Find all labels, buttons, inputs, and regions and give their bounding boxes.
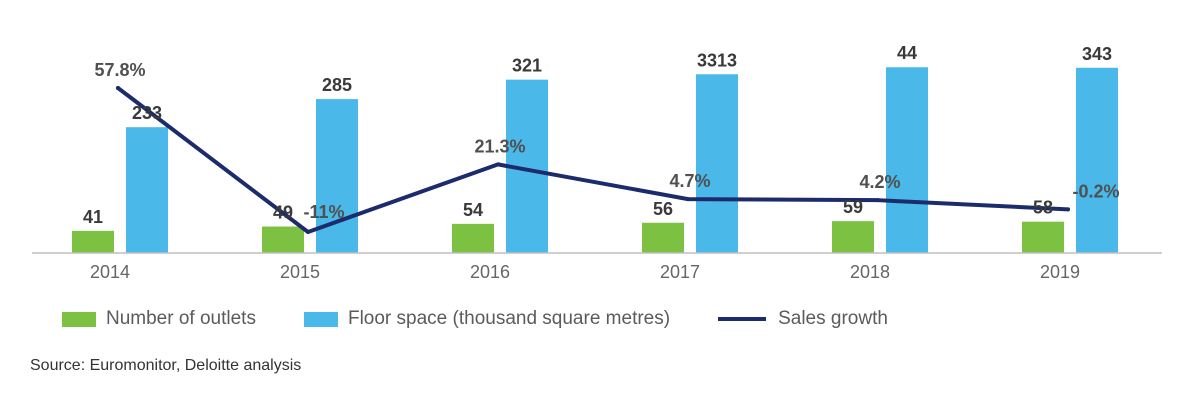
legend-item-floor-space: Floor space (thousand square metres) <box>303 308 671 330</box>
tick-label-2017: 2017 <box>660 262 700 282</box>
label-outlets-2018: 59 <box>843 197 863 217</box>
legend-label-floor-space: Floor space (thousand square metres) <box>347 308 671 329</box>
line-sales-growth <box>116 86 1070 234</box>
label-sales-growth-2016: 21.3% <box>474 136 525 156</box>
legend-swatch-sales-growth <box>718 317 767 321</box>
combo-chart: 2014 2015 2016 2017 2018 2019 41 233 49 285 54 321… <box>32 43 1162 282</box>
bar-outlets-2018 <box>832 221 874 253</box>
legend-swatch-outlets <box>62 311 96 327</box>
label-sales-growth-2017: 4.7% <box>669 171 710 191</box>
bar-floor-space-2018 <box>886 67 928 254</box>
point-sales-growth-2019 <box>1066 207 1070 212</box>
label-floor-space-2019: 343 <box>1082 44 1112 64</box>
data-labels: 41 233 49 285 54 321 56 3313 59 44 58 343 57.8% -11% 2… <box>83 43 1120 227</box>
legend-item-sales-growth: Sales growth <box>718 308 888 330</box>
label-outlets-2016: 54 <box>463 200 483 220</box>
tick-label-2016: 2016 <box>470 262 510 282</box>
legend: Number of outlets Floor space (thousand … <box>62 306 936 332</box>
label-outlets-2019: 58 <box>1033 198 1053 218</box>
point-sales-growth-2015 <box>306 230 310 234</box>
point-sales-growth-2017 <box>686 197 690 202</box>
label-sales-growth-2019: -0.2% <box>1072 181 1119 201</box>
point-sales-growth-2018 <box>876 198 880 203</box>
bar-outlets-2014 <box>72 230 114 253</box>
bar-floor-space-2019 <box>1076 67 1118 253</box>
bar-outlets-2019 <box>1022 221 1064 253</box>
legend-item-outlets: Number of outlets <box>62 308 256 330</box>
legend-label-sales-growth: Sales growth <box>778 308 888 329</box>
x-axis-ticks: 2014 2015 2016 2017 2018 2019 <box>90 262 1080 282</box>
tick-label-2018: 2018 <box>850 262 890 282</box>
source-note: Source: Euromonitor, Deloitte analysis <box>30 357 302 374</box>
legend-label-outlets: Number of outlets <box>106 308 256 329</box>
tick-label-2015: 2015 <box>280 262 320 282</box>
label-sales-growth-2015: -11% <box>303 202 344 222</box>
tick-label-2014: 2014 <box>90 262 130 282</box>
tick-label-2019: 2019 <box>1040 262 1080 282</box>
label-floor-space-2018: 44 <box>897 43 917 63</box>
point-sales-growth-2014 <box>116 86 120 90</box>
bar-floor-space-2015 <box>316 99 358 253</box>
bar-floor-space-2014 <box>126 127 168 253</box>
label-outlets-2014: 41 <box>83 207 103 227</box>
legend-swatch-floor-space <box>303 311 338 327</box>
bar-outlets-2017 <box>642 222 684 253</box>
label-sales-growth-2018: 4.2% <box>859 172 900 192</box>
floor-space-bars <box>126 67 1118 254</box>
bar-floor-space-2017 <box>696 74 738 253</box>
label-sales-growth-2014: 57.8% <box>94 60 145 80</box>
point-sales-growth-2016 <box>496 162 500 167</box>
label-outlets-2017: 56 <box>653 199 673 219</box>
label-floor-space-2014: 233 <box>132 103 162 123</box>
sales-growth-line <box>116 86 1070 234</box>
bar-outlets-2015 <box>262 226 304 253</box>
label-floor-space-2016: 321 <box>512 56 542 76</box>
bar-outlets-2016 <box>452 223 494 253</box>
label-floor-space-2017: 3313 <box>697 50 737 70</box>
outlets-bars <box>72 221 1064 253</box>
label-outlets-2015: 49 <box>273 203 293 223</box>
label-floor-space-2015: 285 <box>322 75 352 95</box>
